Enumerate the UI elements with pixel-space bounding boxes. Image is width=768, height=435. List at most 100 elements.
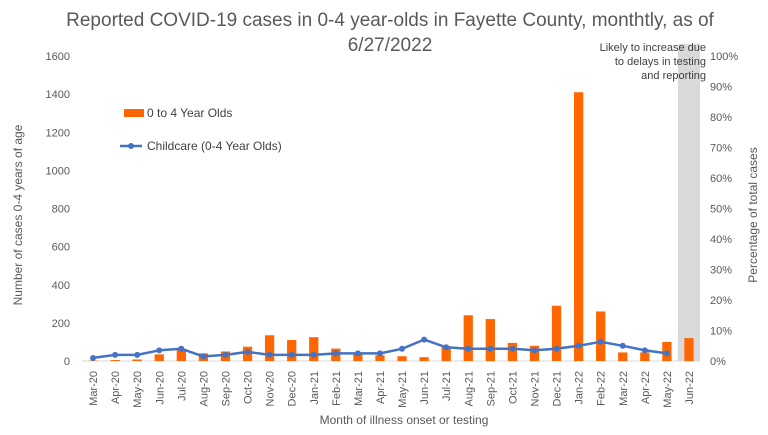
- y-tick-label: 400: [52, 280, 70, 292]
- bar: [176, 348, 186, 361]
- y-tick-label: 1000: [46, 165, 70, 177]
- line-point: [421, 336, 428, 343]
- line-point: [465, 345, 472, 352]
- line-point: [399, 345, 406, 352]
- x-tick-label: Oct-21: [507, 371, 519, 404]
- bar: [353, 353, 363, 361]
- y2-tick-label: 60%: [710, 173, 732, 185]
- line-point: [487, 345, 494, 352]
- tick-labels-layer: 0 200 400 600 800 1000 1200 1400 1600 0% 10% 20% 30%…: [46, 51, 739, 408]
- y2-tick-label: 40%: [710, 234, 732, 246]
- bar: [485, 319, 495, 361]
- bar: [507, 342, 518, 361]
- legend-swatch-bar: [124, 109, 144, 117]
- line-point: [641, 347, 648, 354]
- x-tick-label: Jan-22: [574, 371, 586, 405]
- x-tick-label: Aug-20: [198, 371, 210, 406]
- bar: [618, 352, 628, 361]
- line-point: [288, 351, 295, 358]
- line-point: [509, 345, 516, 352]
- y-tick-label: 1400: [46, 89, 70, 101]
- bar: [573, 92, 584, 361]
- y2-tick-label: 80%: [710, 112, 732, 124]
- line-point: [443, 344, 450, 351]
- y2-tick-label: 20%: [710, 295, 732, 307]
- x-tick-label: Apr-22: [640, 371, 652, 404]
- bar: [309, 337, 319, 361]
- bar-series-layer: [88, 92, 694, 361]
- x-tick-label: Jun-22: [684, 371, 696, 405]
- y2-tick-label: 0%: [710, 356, 726, 368]
- line-point: [90, 354, 97, 361]
- x-tick-label: Jun-20: [154, 371, 166, 405]
- bar: [154, 354, 164, 361]
- line-point: [332, 350, 339, 357]
- bar: [684, 338, 694, 361]
- x-tick-label: Apr-20: [110, 371, 122, 404]
- bar: [110, 360, 120, 361]
- line-point: [354, 350, 361, 357]
- y-tick-label: 600: [52, 242, 70, 254]
- annotation-line-2: to delays in testing: [615, 56, 706, 68]
- x-tick-label: Mar-21: [353, 371, 365, 406]
- legend-label-bar: 0 to 4 Year Olds: [147, 106, 232, 120]
- x-tick-label: Jul-21: [441, 371, 453, 401]
- line-point: [112, 351, 119, 358]
- y2-tick-label: 30%: [710, 265, 732, 277]
- line-point: [200, 353, 207, 360]
- line-point: [376, 350, 383, 357]
- x-tick-label: Jul-20: [176, 371, 188, 401]
- bar: [132, 359, 142, 361]
- bar: [551, 305, 562, 361]
- y-tick-label: 200: [52, 318, 70, 330]
- x-tick-label: May-22: [662, 371, 674, 408]
- shaded-region-layer: [677, 44, 700, 361]
- x-tick-label: Dec-20: [287, 371, 299, 406]
- y2-tick-label: 50%: [710, 204, 732, 216]
- x-tick-label: Oct-20: [243, 371, 255, 404]
- x-tick-label: Dec-21: [552, 371, 564, 406]
- line-point: [178, 345, 185, 352]
- line-point: [310, 351, 317, 358]
- x-tick-label: May-21: [397, 371, 409, 408]
- x-tick-label: Feb-22: [596, 371, 608, 406]
- bar: [375, 355, 385, 361]
- line-point: [531, 347, 538, 354]
- x-tick-label: Aug-21: [463, 371, 475, 406]
- bar: [397, 356, 407, 361]
- annotation: Likely to increase due to delays in test…: [600, 42, 706, 82]
- line-series-layer: [90, 336, 670, 361]
- line-point: [222, 351, 229, 358]
- x-tick-label: Nov-20: [265, 371, 277, 406]
- y-axis-title: Number of cases 0-4 years of age: [11, 124, 25, 305]
- annotation-line-3: and reporting: [641, 70, 706, 82]
- x-tick-label: Sep-21: [485, 371, 497, 406]
- bar: [529, 345, 540, 361]
- y-tick-label: 1600: [46, 51, 70, 63]
- x-tick-label: Jan-21: [309, 371, 321, 405]
- line-point: [244, 348, 251, 355]
- shaded-region: [677, 44, 700, 361]
- x-tick-label: May-20: [132, 371, 144, 408]
- bar: [264, 335, 275, 361]
- x-axis-title: Month of illness onset or testing: [320, 413, 489, 427]
- legend: 0 to 4 Year Olds Childcare (0-4 Year Old…: [120, 106, 282, 153]
- legend-swatch-marker: [128, 143, 134, 149]
- x-tick-label: Nov-21: [529, 371, 541, 406]
- annotation-line-1: Likely to increase due: [600, 42, 706, 54]
- bar: [463, 315, 473, 361]
- line-point: [553, 345, 560, 352]
- y2-tick-label: 100%: [710, 51, 738, 63]
- x-tick-label: Feb-21: [331, 371, 343, 406]
- y-tick-label: 0: [64, 356, 70, 368]
- chart-title: Reported COVID-19 cases in 0-4 year-olds…: [66, 10, 714, 56]
- y2-axis-title: Percentage of total cases: [746, 147, 760, 282]
- y2-tick-label: 10%: [710, 326, 732, 338]
- y2-tick-label: 90%: [710, 82, 732, 94]
- x-tick-label: Mar-20: [88, 371, 100, 406]
- bar: [287, 340, 297, 361]
- x-tick-label: Apr-21: [375, 371, 387, 404]
- line-point: [575, 342, 582, 349]
- y2-tick-label: 70%: [710, 143, 732, 155]
